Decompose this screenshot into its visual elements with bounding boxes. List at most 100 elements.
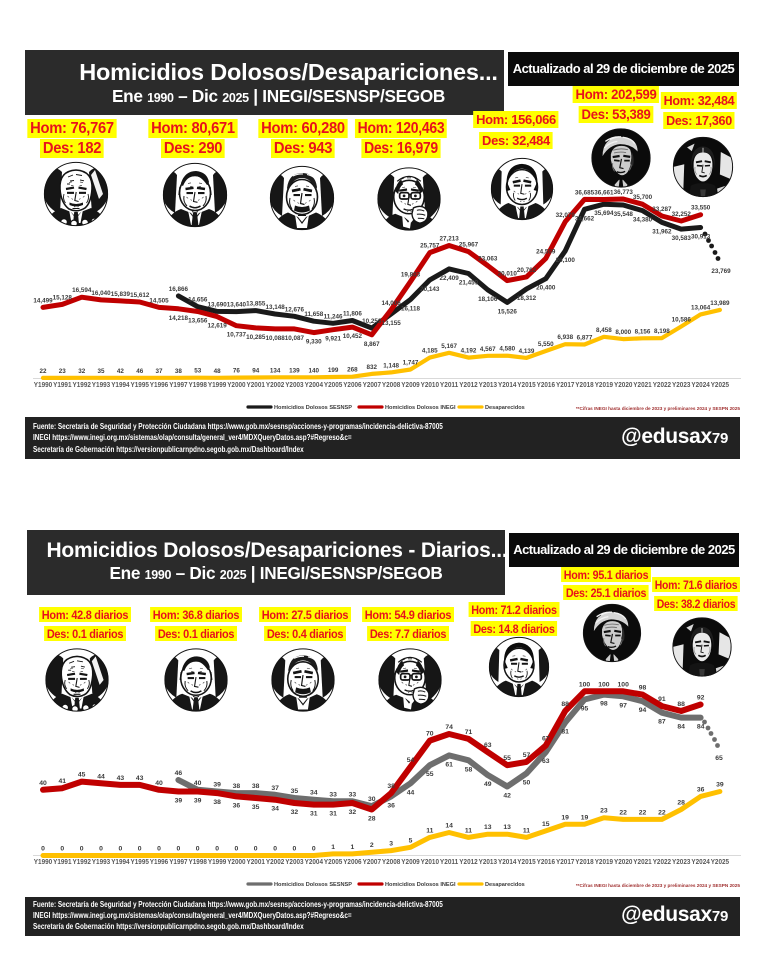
svg-text:81: 81 (561, 729, 569, 736)
svg-text:34: 34 (271, 806, 279, 813)
svg-text:9,330: 9,330 (306, 339, 322, 346)
svg-text:Y2019: Y2019 (595, 859, 614, 866)
svg-text:11,658: 11,658 (304, 311, 323, 318)
svg-text:37: 37 (271, 785, 279, 792)
svg-text:15,839: 15,839 (111, 291, 131, 298)
svg-text:34: 34 (310, 790, 318, 797)
svg-text:91: 91 (658, 696, 666, 703)
svg-text:18,106: 18,106 (478, 296, 498, 303)
svg-text:13,989: 13,989 (710, 300, 730, 307)
svg-text:Y2018: Y2018 (575, 859, 594, 866)
svg-text:30,583: 30,583 (672, 235, 692, 242)
svg-text:25,757: 25,757 (420, 243, 440, 250)
svg-text:42: 42 (503, 793, 511, 800)
svg-text:13: 13 (503, 824, 511, 831)
svg-text:Y2017: Y2017 (556, 859, 575, 866)
svg-text:35: 35 (97, 368, 105, 375)
svg-text:58: 58 (465, 766, 473, 773)
svg-text:22: 22 (39, 368, 47, 375)
svg-text:55: 55 (426, 771, 434, 778)
svg-text:Y1996: Y1996 (150, 382, 169, 389)
svg-text:Y2023: Y2023 (672, 382, 691, 389)
svg-text:Y2002: Y2002 (266, 859, 285, 866)
svg-text:87: 87 (658, 719, 666, 726)
svg-text:38: 38 (233, 783, 241, 790)
svg-text:Y2010: Y2010 (421, 382, 440, 389)
svg-text:0: 0 (157, 846, 161, 853)
svg-text:21,459: 21,459 (459, 280, 479, 287)
svg-text:23,769: 23,769 (711, 268, 731, 275)
svg-text:Y2022: Y2022 (653, 382, 672, 389)
svg-text:12,619: 12,619 (207, 323, 227, 330)
svg-text:28: 28 (368, 816, 376, 823)
svg-text:70: 70 (426, 731, 434, 738)
svg-text:35,700: 35,700 (633, 194, 653, 201)
svg-text:31,962: 31,962 (652, 228, 672, 235)
svg-text:26,100: 26,100 (556, 257, 576, 264)
svg-text:Y2016: Y2016 (537, 859, 556, 866)
svg-text:76: 76 (233, 368, 241, 375)
svg-text:35,694: 35,694 (594, 210, 614, 217)
svg-text:61: 61 (445, 761, 453, 768)
svg-text:Y2020: Y2020 (614, 382, 633, 389)
svg-text:28: 28 (677, 800, 685, 807)
svg-text:46: 46 (136, 368, 144, 375)
svg-text:71: 71 (465, 729, 473, 736)
svg-text:88: 88 (677, 701, 685, 708)
svg-text:Y2008: Y2008 (382, 382, 401, 389)
svg-text:14,006: 14,006 (381, 300, 401, 307)
svg-text:Y1995: Y1995 (131, 382, 150, 389)
svg-text:15: 15 (542, 821, 550, 828)
svg-text:25,967: 25,967 (459, 242, 479, 249)
svg-text:Y1998: Y1998 (189, 859, 208, 866)
svg-text:20,010: 20,010 (498, 271, 518, 278)
svg-text:14,656: 14,656 (188, 297, 208, 304)
svg-text:Homicidios Dolosos INEGI: Homicidios Dolosos INEGI (385, 882, 456, 888)
svg-text:0: 0 (60, 846, 64, 853)
svg-text:84: 84 (697, 724, 705, 731)
svg-text:Y2022: Y2022 (653, 859, 672, 866)
svg-text:Y1994: Y1994 (111, 382, 130, 389)
svg-text:48: 48 (214, 368, 222, 375)
svg-text:4,185: 4,185 (422, 348, 438, 355)
svg-text:Y2020: Y2020 (614, 859, 633, 866)
svg-text:92: 92 (697, 695, 705, 702)
svg-text:13,148: 13,148 (265, 304, 285, 311)
svg-text:Y1995: Y1995 (131, 859, 150, 866)
svg-text:88: 88 (561, 701, 569, 708)
svg-text:15,526: 15,526 (498, 308, 518, 315)
svg-text:40: 40 (39, 780, 47, 787)
svg-text:13,640: 13,640 (227, 302, 247, 309)
svg-text:38: 38 (252, 783, 260, 790)
svg-text:Y2009: Y2009 (401, 382, 420, 389)
svg-text:Y1993: Y1993 (92, 859, 111, 866)
svg-text:50: 50 (523, 779, 531, 786)
svg-text:38: 38 (175, 368, 183, 375)
svg-text:35: 35 (252, 804, 260, 811)
svg-text:45: 45 (78, 772, 86, 779)
svg-text:Y1999: Y1999 (208, 859, 227, 866)
svg-text:13,155: 13,155 (381, 320, 401, 327)
svg-text:94: 94 (252, 368, 260, 375)
svg-text:37: 37 (155, 368, 163, 375)
svg-text:32: 32 (349, 809, 357, 816)
svg-text:Y2000: Y2000 (227, 859, 246, 866)
svg-text:31: 31 (310, 811, 318, 818)
svg-text:Y1997: Y1997 (169, 859, 188, 866)
svg-text:24,559: 24,559 (536, 248, 556, 255)
svg-text:Y2021: Y2021 (633, 859, 652, 866)
svg-text:14,499: 14,499 (33, 297, 53, 304)
svg-text:0: 0 (273, 846, 277, 853)
svg-text:54: 54 (407, 757, 415, 764)
svg-text:36: 36 (233, 802, 241, 809)
svg-text:134: 134 (270, 367, 281, 374)
svg-text:Y2013: Y2013 (479, 859, 498, 866)
svg-text:8,867: 8,867 (364, 341, 380, 348)
svg-text:199: 199 (328, 367, 339, 374)
svg-text:Y2005: Y2005 (324, 382, 343, 389)
svg-text:36,685: 36,685 (575, 189, 595, 196)
svg-text:10,088: 10,088 (265, 335, 285, 342)
svg-text:2: 2 (370, 842, 374, 849)
svg-text:832: 832 (367, 364, 378, 371)
svg-text:Y2014: Y2014 (498, 859, 517, 866)
